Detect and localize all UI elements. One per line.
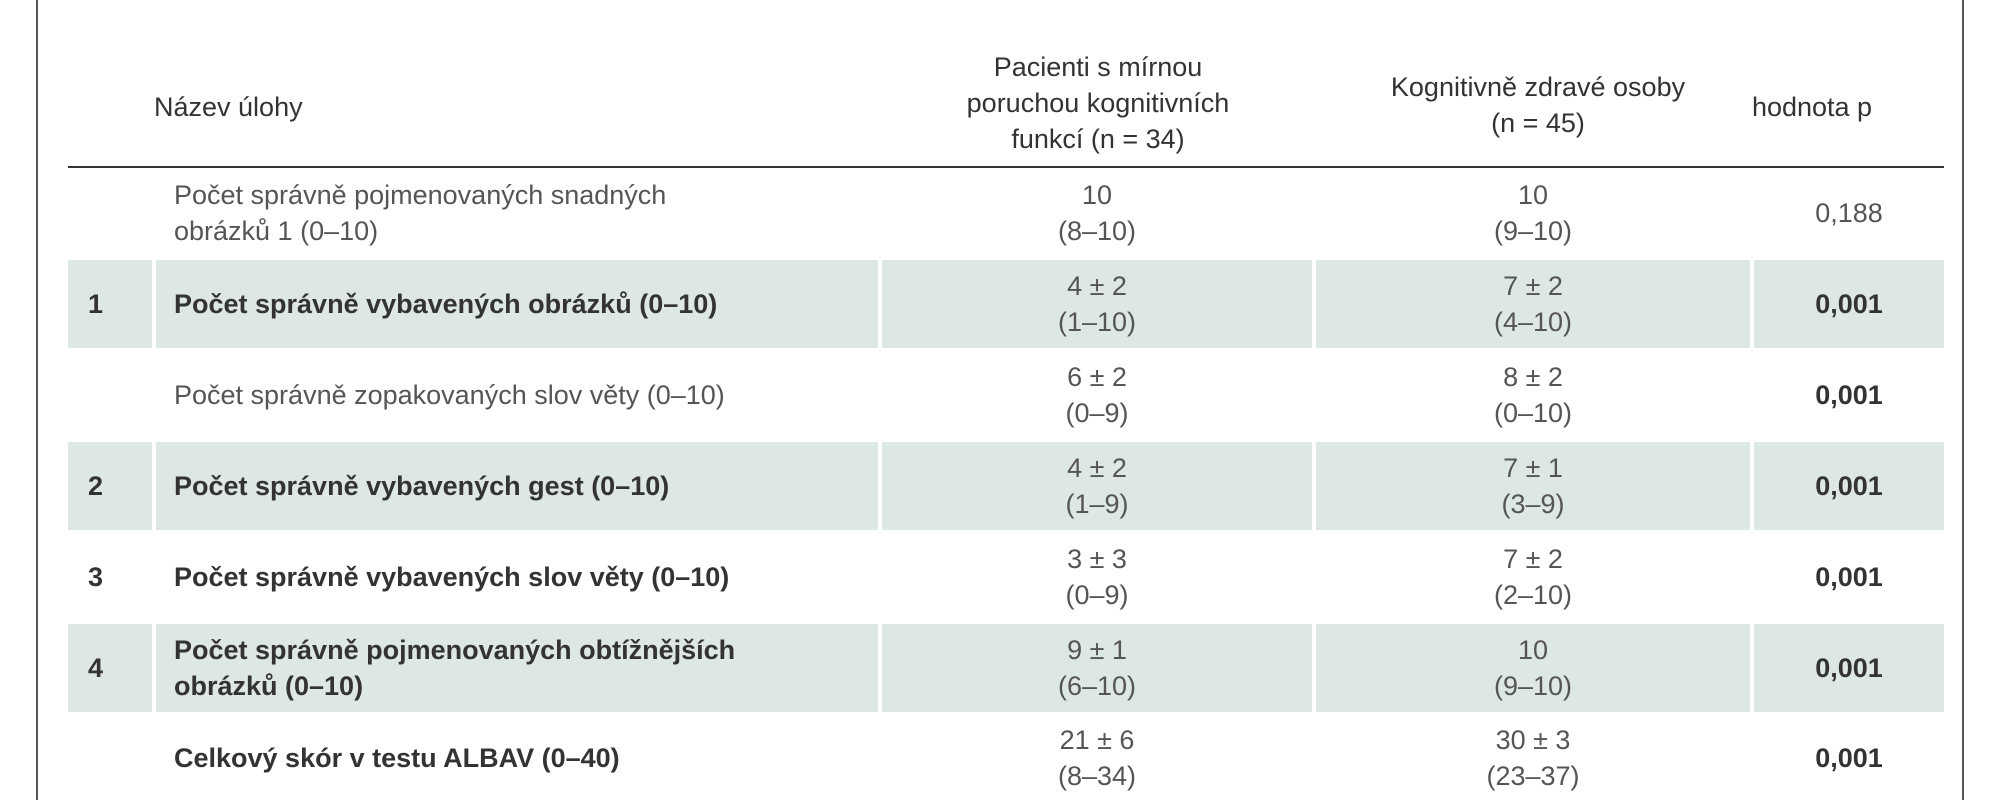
row-number bbox=[68, 352, 152, 438]
row-p-value: 0,001 bbox=[1754, 624, 1944, 712]
healthy-mean: 7 ± 1 bbox=[1503, 453, 1563, 483]
header-mci-patients: Pacienti s mírnou poruchou kognitivních … bbox=[966, 52, 1230, 154]
healthy-mean: 10 bbox=[1517, 180, 1549, 210]
row-mci-value: 9 ± 1 (6–10) bbox=[882, 624, 1312, 712]
row-task-name: Počet správně zopakovaných slov věty (0–… bbox=[174, 380, 725, 410]
healthy-range: (9–10) bbox=[1493, 671, 1573, 701]
row-p-value: 0,001 bbox=[1754, 442, 1944, 530]
row-task-name: Počet správně vybavených slov věty (0–10… bbox=[174, 562, 730, 592]
row-mci-value: 21 ± 6 (8–34) bbox=[882, 716, 1312, 800]
table-header: Název úlohy Pacienti s mírnou poruchou k… bbox=[68, 0, 1944, 166]
healthy-mean: 30 ± 3 bbox=[1495, 725, 1571, 755]
row-mci-value: 4 ± 2 (1–9) bbox=[882, 442, 1312, 530]
healthy-range: (2–10) bbox=[1493, 580, 1573, 610]
mci-range: (8–34) bbox=[1057, 761, 1137, 791]
header-task-name: Název úlohy bbox=[154, 92, 303, 122]
row-number bbox=[68, 716, 152, 800]
header-healthy-persons: Kognitivně zdravé osoby (n = 45) bbox=[1390, 72, 1686, 138]
row-p-value: 0,188 bbox=[1815, 197, 1883, 228]
row-number: 1 bbox=[68, 260, 152, 348]
row-healthy-value: 7 ± 1 (3–9) bbox=[1316, 442, 1750, 530]
healthy-mean: 7 ± 2 bbox=[1503, 271, 1563, 301]
row-mci-value: 3 ± 3 (0–9) bbox=[882, 534, 1312, 620]
row-task-name: Celkový skór v testu ALBAV (0–40) bbox=[174, 743, 620, 773]
row-task-name: Počet správně pojmenovaných snadných obr… bbox=[174, 180, 667, 246]
healthy-range: (3–9) bbox=[1501, 489, 1565, 519]
frame-left-border bbox=[36, 0, 38, 800]
row-healthy-value: 8 ± 2 (0–10) bbox=[1316, 352, 1750, 438]
row-mci-value: 4 ± 2 (1–10) bbox=[882, 260, 1312, 348]
row-healthy-value: 7 ± 2 (4–10) bbox=[1316, 260, 1750, 348]
row-healthy-value: 10 (9–10) bbox=[1316, 170, 1750, 256]
row-number: 2 bbox=[68, 442, 152, 530]
mci-mean: 21 ± 6 bbox=[1059, 725, 1135, 755]
table-row: 4 Počet správně pojmenovaných obtížnější… bbox=[68, 624, 1944, 712]
healthy-range: (23–37) bbox=[1486, 761, 1580, 791]
row-p-value: 0,001 bbox=[1815, 742, 1883, 773]
healthy-range: (4–10) bbox=[1493, 307, 1573, 337]
mci-mean: 4 ± 2 bbox=[1067, 271, 1127, 301]
mci-mean: 4 ± 2 bbox=[1067, 453, 1127, 483]
table-row: 2 Počet správně vybavených gest (0–10) 4… bbox=[68, 442, 1944, 530]
row-p-value: 0,001 bbox=[1815, 379, 1883, 410]
row-number: 4 bbox=[68, 624, 152, 712]
mci-mean: 9 ± 1 bbox=[1067, 635, 1127, 665]
mci-range: (8–10) bbox=[1057, 216, 1137, 246]
header-divider bbox=[68, 166, 1944, 168]
mci-mean: 10 bbox=[1081, 180, 1113, 210]
row-task-name: Počet správně pojmenovaných obtížnějších… bbox=[156, 624, 878, 712]
table-row: Celkový skór v testu ALBAV (0–40) 21 ± 6… bbox=[68, 716, 1944, 800]
mci-range: (1–9) bbox=[1065, 489, 1129, 519]
row-healthy-value: 10 (9–10) bbox=[1316, 624, 1750, 712]
mci-range: (0–9) bbox=[1065, 398, 1129, 428]
row-mci-value: 10 (8–10) bbox=[882, 170, 1312, 256]
row-number bbox=[68, 170, 152, 256]
row-p-value: 0,001 bbox=[1754, 260, 1944, 348]
table-row: Počet správně pojmenovaných snadných obr… bbox=[68, 170, 1944, 256]
row-number: 3 bbox=[88, 561, 104, 592]
row-healthy-value: 30 ± 3 (23–37) bbox=[1316, 716, 1750, 800]
mci-mean: 6 ± 2 bbox=[1067, 362, 1127, 392]
frame-right-border bbox=[1962, 0, 1964, 800]
table-row: 3 Počet správně vybavených slov věty (0–… bbox=[68, 534, 1944, 620]
healthy-mean: 10 bbox=[1517, 635, 1549, 665]
mci-range: (1–10) bbox=[1057, 307, 1137, 337]
row-healthy-value: 7 ± 2 (2–10) bbox=[1316, 534, 1750, 620]
table-row: 1 Počet správně vybavených obrázků (0–10… bbox=[68, 260, 1944, 348]
row-task-name: Počet správně vybavených gest (0–10) bbox=[156, 442, 878, 530]
mci-mean: 3 ± 3 bbox=[1067, 544, 1127, 574]
healthy-mean: 8 ± 2 bbox=[1503, 362, 1563, 392]
mci-range: (6–10) bbox=[1057, 671, 1137, 701]
row-task-name: Počet správně vybavených obrázků (0–10) bbox=[156, 260, 878, 348]
mci-range: (0–9) bbox=[1065, 580, 1129, 610]
healthy-range: (9–10) bbox=[1493, 216, 1573, 246]
header-p-value: hodnota p bbox=[1751, 92, 1873, 122]
results-table: Název úlohy Pacienti s mírnou poruchou k… bbox=[68, 0, 1944, 800]
table-row: Počet správně zopakovaných slov věty (0–… bbox=[68, 352, 1944, 438]
row-p-value: 0,001 bbox=[1815, 561, 1883, 592]
row-mci-value: 6 ± 2 (0–9) bbox=[882, 352, 1312, 438]
healthy-mean: 7 ± 2 bbox=[1503, 544, 1563, 574]
healthy-range: (0–10) bbox=[1493, 398, 1573, 428]
